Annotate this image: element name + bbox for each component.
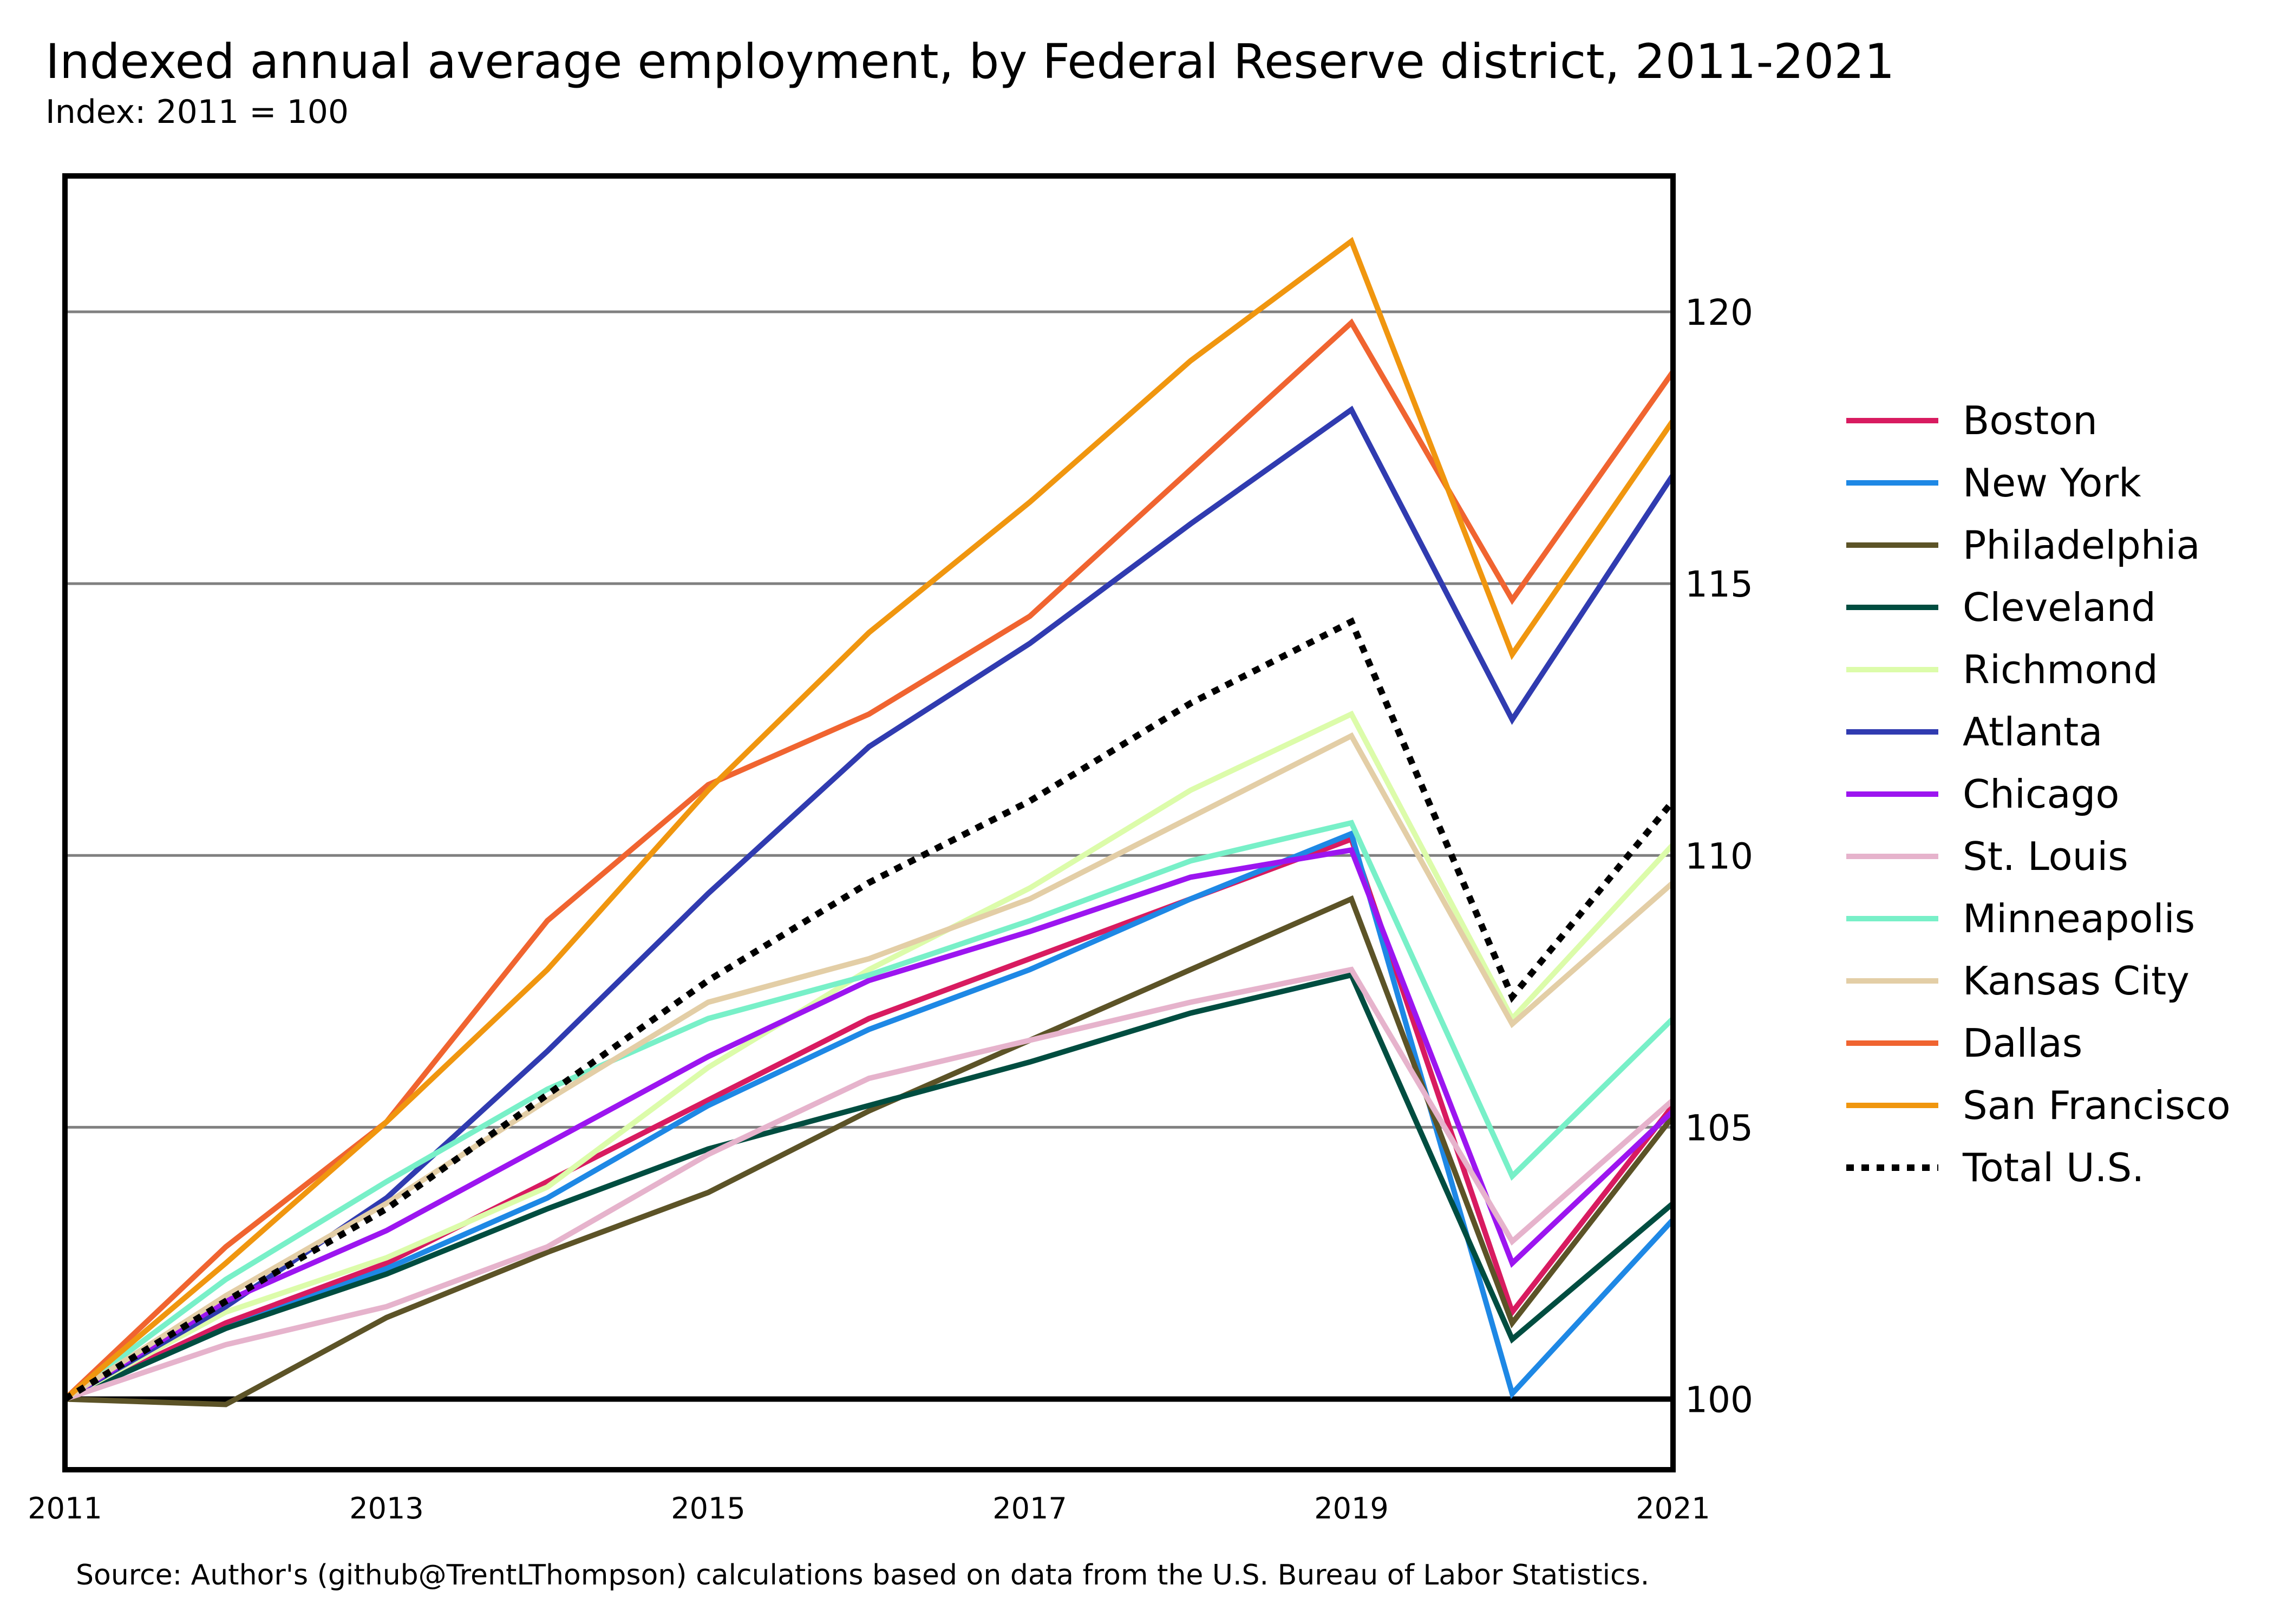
gridlines xyxy=(65,310,1673,1129)
legend-label-kansas-city: Kansas City xyxy=(1963,958,2190,1004)
source-note: Source: Author's (github@TrentLThompson)… xyxy=(76,1559,1650,1592)
y-tick-label-110: 110 xyxy=(1685,835,1753,877)
series-line-st-louis xyxy=(64,966,1675,1402)
x-tick-label-2019: 2019 xyxy=(1314,1491,1388,1525)
legend-label-chicago: Chicago xyxy=(1963,771,2119,817)
x-tick-label-2013: 2013 xyxy=(349,1491,423,1525)
series-line-dallas xyxy=(63,318,1676,1402)
series-line-philadelphia xyxy=(64,895,1675,1407)
series-line-kansas-city xyxy=(63,732,1675,1402)
chart-title: Indexed annual average employment, by Fe… xyxy=(45,34,1895,89)
chart-subtitle: Index: 2011 = 100 xyxy=(45,93,349,131)
legend-label-new-york: New York xyxy=(1963,460,2141,506)
legend-label-richmond: Richmond xyxy=(1963,647,2158,692)
y-tick-label-100: 100 xyxy=(1685,1379,1753,1420)
series-line-chicago xyxy=(63,847,1675,1402)
legend-label-dallas: Dallas xyxy=(1963,1020,2082,1066)
legend-label-atlanta: Atlanta xyxy=(1963,709,2102,755)
x-tick-label-2011: 2011 xyxy=(28,1491,102,1525)
series-line-san-francisco xyxy=(63,237,1676,1402)
legend-label-st-louis: St. Louis xyxy=(1963,834,2128,879)
series-line-richmond xyxy=(63,710,1675,1402)
plot-frame xyxy=(62,173,1676,1472)
legend-label-minneapolis: Minneapolis xyxy=(1963,896,2195,941)
legend-label-boston: Boston xyxy=(1963,398,2097,443)
series-line-new-york xyxy=(63,830,1675,1402)
legend-label-san-francisco: San Francisco xyxy=(1963,1083,2231,1128)
x-axis-ticks: 2011 2013 2015 2017 2019 2021 xyxy=(28,1491,1710,1525)
y-tick-label-115: 115 xyxy=(1685,564,1753,605)
x-tick-label-2015: 2015 xyxy=(671,1491,745,1525)
series-lines xyxy=(63,237,1676,1407)
series-line-cleveland xyxy=(63,972,1675,1402)
legend-label-total-u-s: Total U.S. xyxy=(1962,1145,2144,1190)
x-tick-label-2021: 2021 xyxy=(1636,1491,1710,1525)
y-axis-ticks: 100 105 110 115 120 xyxy=(1685,292,1753,1420)
series-line-boston xyxy=(63,835,1675,1402)
series-line-total-u-s xyxy=(63,617,1676,1402)
series-line-minneapolis xyxy=(63,820,1675,1402)
legend: Boston New York Philadelphia Cleveland Richm… xyxy=(1846,398,2231,1190)
y-tick-label-120: 120 xyxy=(1685,292,1753,333)
legend-label-philadelphia: Philadelphia xyxy=(1963,522,2200,568)
legend-label-cleveland: Cleveland xyxy=(1963,585,2156,630)
x-tick-label-2017: 2017 xyxy=(992,1491,1067,1525)
y-tick-label-105: 105 xyxy=(1685,1107,1753,1149)
